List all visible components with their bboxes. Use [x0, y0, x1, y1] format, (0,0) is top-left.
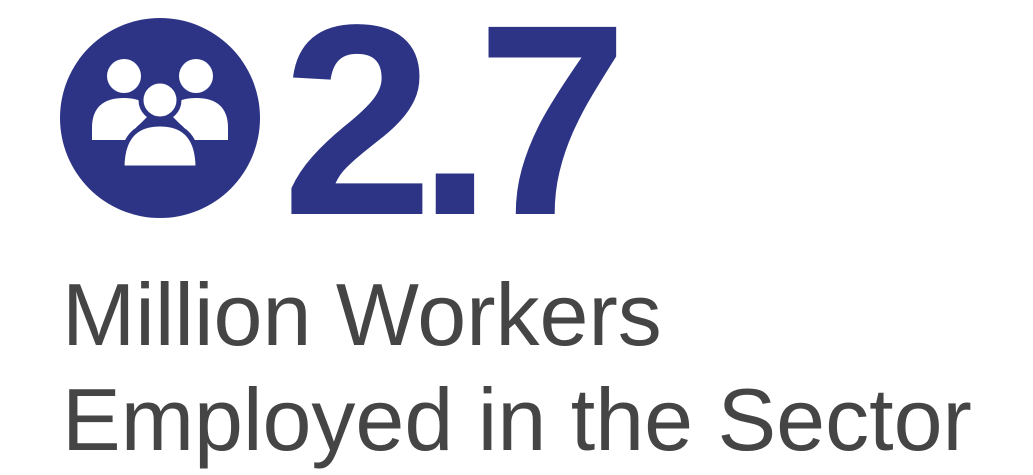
caption-line: Employed in the Sector [62, 370, 972, 469]
caption-line: Million Workers [62, 265, 662, 364]
people-icon [60, 18, 260, 218]
stat-value: 2.7 [282, 0, 617, 272]
